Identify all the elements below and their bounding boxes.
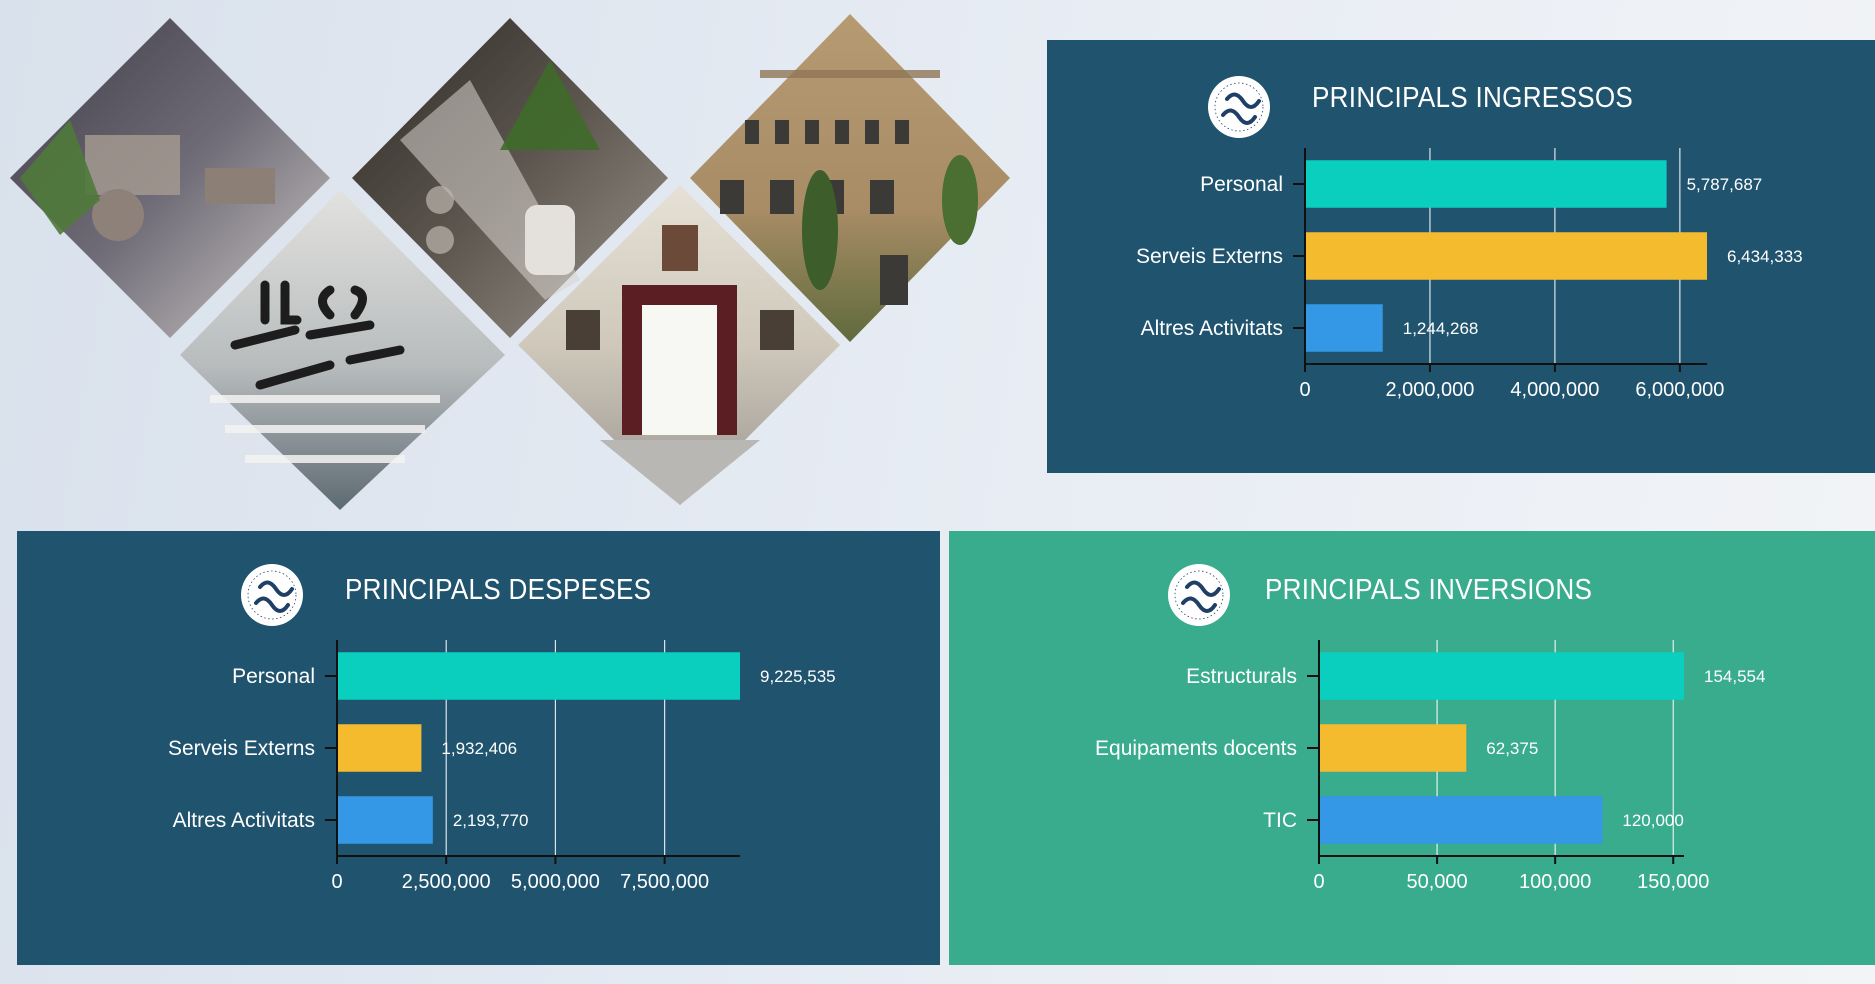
value-label: 1,244,268 (1403, 319, 1479, 338)
sagrat-cor-logo-icon (1208, 76, 1270, 138)
value-label: 1,932,406 (441, 739, 517, 758)
chart-title: PRINCIPALS DESPESES (345, 574, 652, 606)
tick-label: 5,000,000 (511, 871, 600, 893)
chart-title: PRINCIPALS INGRESSOS (1312, 82, 1634, 114)
tick-label: 6,000,000 (1635, 379, 1724, 401)
tick-label: 7,500,000 (620, 871, 709, 893)
inversions-chart: Estructurals 154,554 Equipaments docents 62… (1095, 640, 1765, 893)
despeses-chart: Personal 9,225,535 Serveis Externs 1,932,40… (168, 640, 836, 893)
category-label: Serveis Externs (168, 737, 315, 760)
dining-hall-mural-photo (180, 190, 505, 510)
tick-label: 100,000 (1519, 871, 1591, 893)
category-label: Personal (232, 665, 315, 688)
building-facade-photo (690, 14, 1010, 342)
bar (1306, 160, 1667, 208)
bar (338, 724, 422, 772)
lounge-photo (10, 18, 330, 338)
value-label: 5,787,687 (1687, 175, 1763, 194)
category-label: Serveis Externs (1136, 245, 1283, 268)
tick-label: 4,000,000 (1510, 379, 1599, 401)
category-label: Personal (1200, 173, 1283, 196)
bar (1306, 232, 1707, 280)
tick-label: 2,000,000 (1385, 379, 1474, 401)
sagrat-cor-logo-icon (241, 564, 303, 626)
tick-label: 0 (1299, 379, 1310, 401)
bar (1320, 652, 1684, 700)
value-label: 120,000 (1622, 811, 1683, 830)
category-label: Altres Activitats (1141, 317, 1283, 340)
tick-label: 2,500,000 (402, 871, 491, 893)
ingressos-chart: Personal 5,787,687 Serveis Externs 6,434,33… (1136, 148, 1803, 401)
chart-title: PRINCIPALS INVERSIONS (1265, 574, 1593, 606)
tick-label: 0 (1313, 871, 1324, 893)
value-label: 9,225,535 (760, 667, 836, 686)
category-label: Equipaments docents (1095, 737, 1297, 760)
tick-label: 0 (331, 871, 342, 893)
bar (338, 796, 433, 844)
value-label: 6,434,333 (1727, 247, 1803, 266)
photo-collage (10, 14, 1010, 510)
staircase-plant-photo (352, 18, 668, 338)
tick-label: 150,000 (1637, 871, 1709, 893)
bar (1306, 304, 1383, 352)
bar (1320, 724, 1467, 772)
value-label: 154,554 (1704, 667, 1765, 686)
tick-label: 50,000 (1406, 871, 1467, 893)
category-label: Estructurals (1186, 665, 1297, 688)
inversions-panel: PRINCIPALS INVERSIONS Estructurals 154,55… (949, 531, 1875, 965)
bar (338, 652, 740, 700)
sagrat-cor-logo-icon (1168, 564, 1230, 626)
entrance-hall-photo (518, 185, 840, 505)
ingressos-panel: PRINCIPALS INGRESSOS Personal 5,787,687 Se… (1047, 40, 1875, 473)
category-label: TIC (1263, 809, 1297, 832)
despeses-panel: PRINCIPALS DESPESES Personal 9,225,535 Ser… (17, 531, 940, 965)
value-label: 62,375 (1486, 739, 1538, 758)
value-label: 2,193,770 (453, 811, 529, 830)
category-label: Altres Activitats (173, 809, 315, 832)
bar (1320, 796, 1603, 844)
